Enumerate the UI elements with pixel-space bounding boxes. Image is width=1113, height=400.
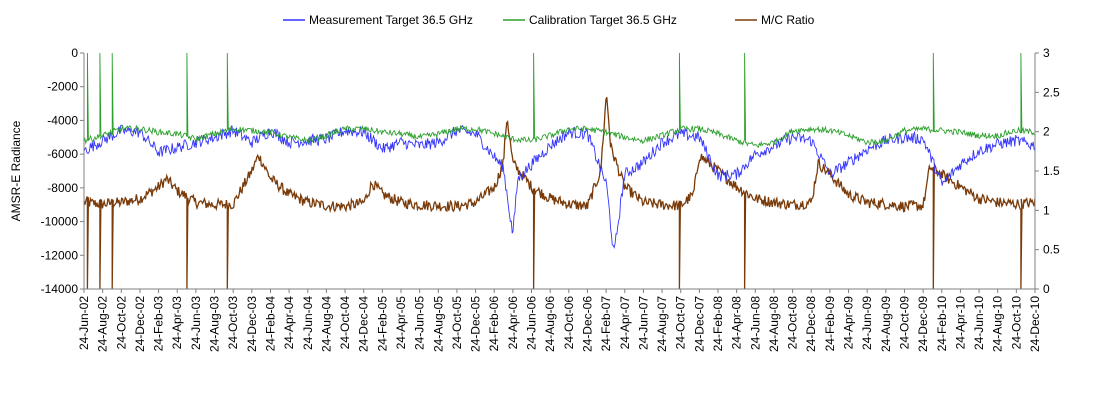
x-tick-label: 24-Oct-04 <box>338 296 352 350</box>
x-tick-label: 24-Feb-08 <box>711 296 725 352</box>
x-tick-label: 24-Dec-10 <box>1028 296 1042 352</box>
x-tick-label: 24-Oct-09 <box>897 296 911 350</box>
x-tick-label: 24-Dec-05 <box>469 296 483 352</box>
legend: Measurement Target 36.5 GHz Calibration T… <box>283 13 815 27</box>
x-tick-label: 24-Aug-05 <box>431 296 445 352</box>
x-tick-label: 24-Apr-07 <box>618 296 632 350</box>
x-tick-label: 24-Jun-06 <box>525 296 539 350</box>
x-tick-label: 24-Apr-10 <box>953 296 967 350</box>
x-tick-label: 24-Jun-08 <box>748 296 762 350</box>
x-tick-label: 24-Jun-10 <box>972 296 986 350</box>
legend-entry-mc-ratio: M/C Ratio <box>761 13 815 27</box>
x-axis-ticks: 24-Jun-02 24-Aug-02 24-Oct-02 24-Dec-02 24-F… <box>77 289 1042 352</box>
x-tick-label: 24-Dec-03 <box>245 296 259 352</box>
legend-entry-measurement-target: Measurement Target 36.5 GHz <box>309 13 473 27</box>
legend-entry-calibration-target: Calibration Target 36.5 GHz <box>529 13 677 27</box>
x-tick-label: 24-Oct-02 <box>114 296 128 350</box>
y-tick-label: -10000 <box>41 215 79 229</box>
x-tick-label: 24-Apr-06 <box>506 296 520 350</box>
x-tick-label: 24-Apr-09 <box>842 296 856 350</box>
y2-tick-label: 0 <box>1043 282 1050 296</box>
y2-tick-label: 2.5 <box>1043 85 1060 99</box>
x-tick-label: 24-Apr-08 <box>730 296 744 350</box>
x-tick-label: 24-Oct-08 <box>786 296 800 350</box>
x-tick-label: 24-Oct-03 <box>226 296 240 350</box>
y-tick-label: -2000 <box>47 80 78 94</box>
x-tick-label: 24-Jun-05 <box>413 296 427 350</box>
x-tick-label: 24-Dec-04 <box>357 296 371 352</box>
x-tick-label: 24-Jun-03 <box>189 296 203 350</box>
x-tick-label: 24-Jun-09 <box>860 296 874 350</box>
measurement-target-line <box>83 124 1036 249</box>
x-tick-label: 24-Jun-04 <box>301 296 315 350</box>
x-tick-label: 24-Dec-06 <box>580 296 594 352</box>
x-tick-label: 24-Aug-07 <box>655 296 669 352</box>
x-tick-label: 24-Dec-07 <box>692 296 706 352</box>
x-tick-label: 24-Feb-09 <box>823 296 837 352</box>
x-tick-label: 24-Feb-07 <box>599 296 613 352</box>
x-tick-label: 24-Feb-03 <box>152 296 166 352</box>
x-tick-label: 24-Dec-09 <box>916 296 930 352</box>
x-tick-label: 24-Feb-05 <box>375 296 389 352</box>
y-tick-label: 0 <box>71 46 78 60</box>
y-tick-label: -14000 <box>41 282 79 296</box>
y-axis-ticks: 0 -2000 -4000 -6000 -8000 -10000 -12000 -14000 <box>41 46 84 296</box>
x-tick-label: 24-Feb-06 <box>487 296 501 352</box>
x-tick-label: 24-Jun-07 <box>636 296 650 350</box>
x-tick-label: 24-Aug-03 <box>208 296 222 352</box>
x-tick-label: 24-Oct-06 <box>562 296 576 350</box>
series-layer <box>83 52 1036 290</box>
x-tick-label: 24-Oct-10 <box>1009 296 1023 350</box>
x-tick-label: 24-Aug-06 <box>543 296 557 352</box>
x-tick-label: 24-Aug-08 <box>767 296 781 352</box>
y2-tick-label: 1.5 <box>1043 164 1060 178</box>
x-tick-label: 24-Apr-04 <box>282 296 296 350</box>
x-tick-label: 24-Aug-09 <box>879 296 893 352</box>
x-tick-label: 24-Feb-04 <box>263 296 277 352</box>
x-tick-label: 24-Aug-04 <box>319 296 333 352</box>
axes <box>83 53 1036 290</box>
y-tick-label: -8000 <box>47 181 78 195</box>
x-tick-label: 24-Oct-05 <box>450 296 464 350</box>
y-tick-label: -12000 <box>41 248 79 262</box>
y2-tick-label: 1 <box>1043 203 1050 217</box>
x-tick-label: 24-Dec-02 <box>133 296 147 352</box>
x-tick-label: 24-Oct-07 <box>674 296 688 350</box>
y-axis-label: AMSR-E Radiance <box>9 120 23 221</box>
y2-axis-ticks: 3 2.5 2 1.5 1 0.5 0 <box>1035 46 1060 296</box>
y2-tick-label: 2 <box>1043 125 1050 139</box>
y2-tick-label: 3 <box>1043 46 1050 60</box>
mc-ratio-line <box>83 96 1036 290</box>
y-tick-label: -6000 <box>47 147 78 161</box>
calibration-target-line <box>83 52 1036 148</box>
y2-tick-label: 0.5 <box>1043 243 1060 257</box>
x-tick-label: 24-Apr-03 <box>170 296 184 350</box>
x-tick-label: 24-Feb-10 <box>935 296 949 352</box>
x-tick-label: 24-Aug-10 <box>991 296 1005 352</box>
x-tick-label: 24-Jun-02 <box>77 296 91 350</box>
y-tick-label: -4000 <box>47 113 78 127</box>
x-tick-label: 24-Dec-08 <box>804 296 818 352</box>
x-tick-label: 24-Apr-05 <box>394 296 408 350</box>
x-tick-label: 24-Aug-02 <box>96 296 110 352</box>
